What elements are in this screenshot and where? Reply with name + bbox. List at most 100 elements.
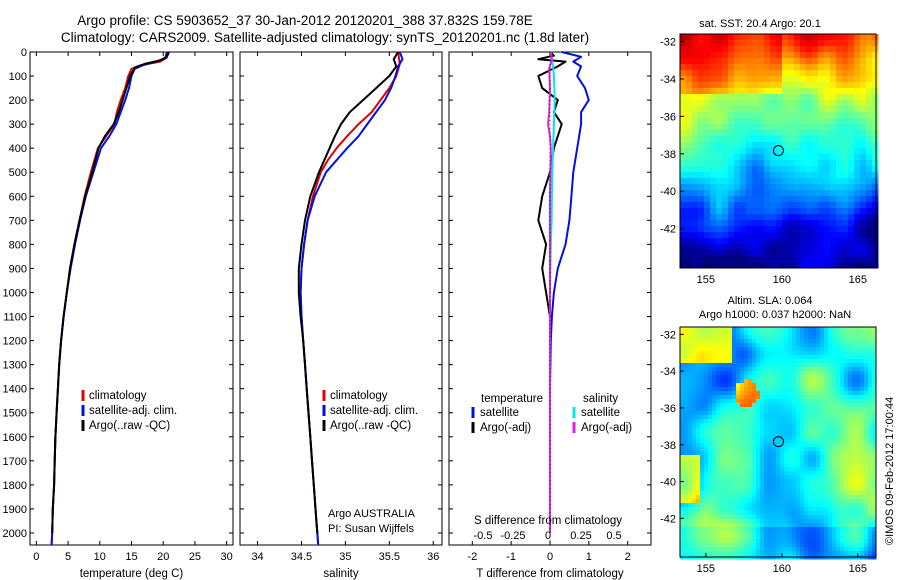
map-cell	[804, 355, 809, 360]
map-cell	[728, 527, 733, 532]
map-cell	[788, 100, 795, 107]
map-cell	[760, 363, 765, 368]
map-cell	[692, 551, 697, 556]
map-cell	[728, 351, 733, 356]
map-cell	[688, 455, 693, 460]
map-cell	[856, 491, 861, 496]
map-cell	[722, 232, 729, 239]
map-cell	[686, 34, 693, 41]
map-cell	[736, 527, 741, 532]
map-cell	[696, 335, 701, 340]
map-cell	[680, 359, 685, 364]
map-cell	[832, 523, 837, 528]
map-cell	[716, 70, 723, 77]
map-cell	[720, 415, 725, 420]
map-cell	[764, 495, 769, 500]
map-cell	[752, 238, 759, 245]
map-cell	[680, 118, 687, 125]
map-cell	[696, 363, 701, 368]
map-cell	[854, 82, 861, 89]
map-cell	[716, 439, 721, 444]
map-cell	[684, 399, 689, 404]
map-cell	[760, 479, 765, 484]
map-cell	[756, 463, 761, 468]
map-cell	[796, 335, 801, 340]
map-cell	[788, 262, 795, 269]
map-cell	[700, 391, 705, 396]
map-cell	[744, 523, 749, 528]
map-cell	[824, 124, 831, 131]
map-cell	[684, 483, 689, 488]
map-cell	[688, 347, 693, 352]
map-cell	[836, 403, 841, 408]
map-cell	[704, 166, 711, 173]
map-cell	[698, 244, 705, 251]
map-cell	[724, 455, 729, 460]
map-cell	[812, 523, 817, 528]
map-cell	[704, 184, 711, 191]
map-cell	[684, 375, 689, 380]
map-cell	[708, 459, 713, 464]
map-cell	[692, 383, 697, 388]
map-cell	[836, 202, 843, 209]
map-cell	[830, 58, 837, 65]
map-cell	[832, 479, 837, 484]
map-cell	[720, 327, 725, 332]
map-cell	[840, 331, 845, 336]
map-cell	[784, 379, 789, 384]
map-cell	[688, 331, 693, 336]
map-cell	[688, 503, 693, 508]
map-cell	[700, 467, 705, 472]
map-cell	[872, 423, 877, 428]
map-cell	[720, 543, 725, 548]
map-cell	[712, 447, 717, 452]
map-cell	[820, 475, 825, 480]
map-cell	[764, 387, 769, 392]
map-cell	[788, 415, 793, 420]
map-cell	[842, 226, 849, 233]
map-cell	[848, 351, 853, 356]
map-cell	[698, 166, 705, 173]
map-cell	[700, 527, 705, 532]
map-cell	[840, 519, 845, 524]
map-cell	[806, 178, 813, 185]
map-cell	[872, 64, 879, 71]
map-cell	[820, 527, 825, 532]
map-cell	[686, 142, 693, 149]
legend-label: Argo(..raw -QC)	[89, 420, 170, 432]
map-cell	[784, 343, 789, 348]
map-cell	[848, 355, 853, 360]
map-cell	[728, 244, 735, 251]
map-cell	[840, 423, 845, 428]
map-cell	[856, 467, 861, 472]
map-cell	[816, 483, 821, 488]
map-cell	[768, 371, 773, 376]
map-cell	[680, 395, 685, 400]
map-cell	[680, 451, 685, 456]
map-cell	[784, 339, 789, 344]
map-cell	[784, 547, 789, 552]
map-cell	[842, 76, 849, 83]
map-cell	[872, 395, 877, 400]
map-cell	[836, 419, 841, 424]
map-cell	[872, 443, 877, 448]
map-cell	[824, 355, 829, 360]
map-cell	[866, 166, 873, 173]
map-cell	[692, 459, 697, 464]
map-cell	[680, 208, 687, 215]
map-cell	[808, 543, 813, 548]
map-cell	[770, 34, 777, 41]
map-cell	[804, 379, 809, 384]
map-cell	[784, 347, 789, 352]
map-cell	[768, 383, 773, 388]
map-cell	[818, 178, 825, 185]
map-cell	[688, 399, 693, 404]
x-axis-label: T difference from climatology	[476, 568, 623, 580]
map-cell	[832, 383, 837, 388]
map-cell	[840, 467, 845, 472]
map-cell	[734, 130, 741, 137]
map-cell	[768, 475, 773, 480]
map-cell	[698, 118, 705, 125]
map-cell	[796, 495, 801, 500]
map-cell	[830, 172, 837, 179]
